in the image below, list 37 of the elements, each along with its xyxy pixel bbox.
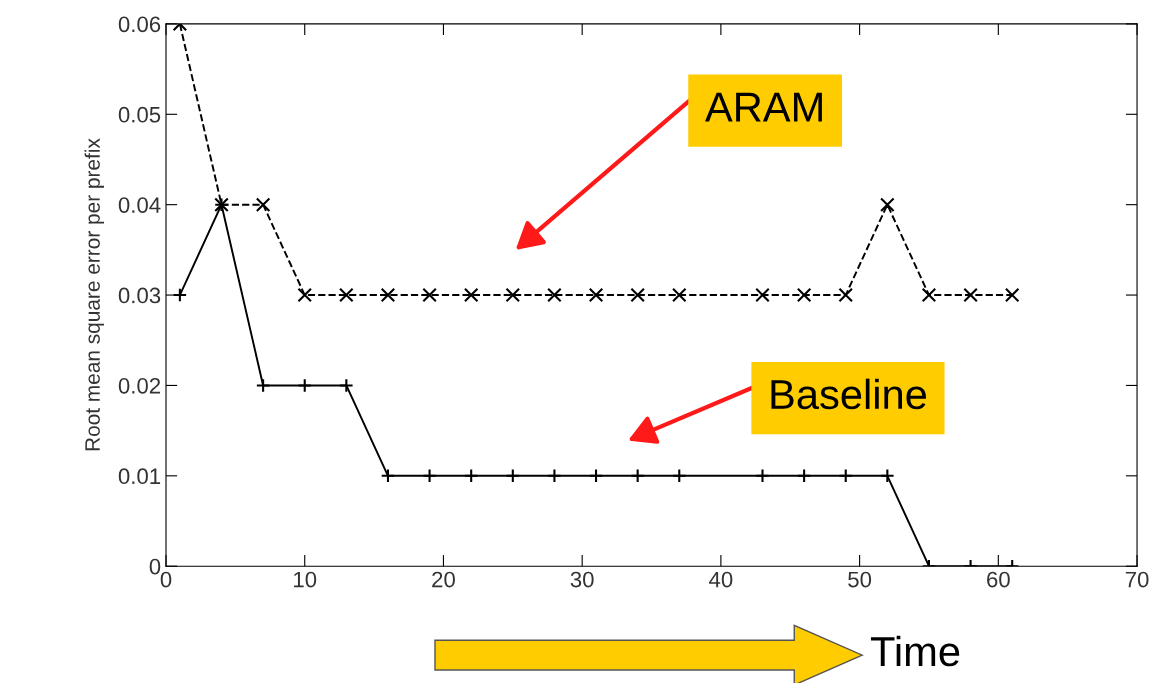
text: Time	[870, 635, 960, 667]
x-tick-label: 20	[432, 571, 455, 588]
point	[547, 287, 562, 303]
point	[463, 287, 479, 303]
y-tick-label: 0.03	[118, 287, 161, 304]
point	[1004, 287, 1020, 303]
point	[255, 197, 271, 212]
x-tick-label: 40	[709, 571, 733, 588]
y-tick-label: 0.01	[118, 468, 161, 485]
point	[880, 197, 895, 212]
point	[339, 287, 354, 303]
y-tick-label: 0.02	[118, 377, 161, 394]
point	[380, 287, 396, 303]
y-tick-label: 0.06	[118, 16, 161, 33]
point	[921, 287, 937, 303]
x-tick-label: 60	[987, 571, 1010, 588]
point	[755, 287, 770, 303]
x-tick-label: 10	[294, 571, 317, 588]
y-tick-label: 0	[149, 558, 161, 575]
point	[963, 287, 978, 303]
point	[630, 287, 645, 303]
x-tick-label: 30	[570, 571, 594, 588]
text: ARAM	[705, 92, 822, 122]
point	[505, 287, 521, 303]
point	[796, 287, 812, 303]
point	[588, 287, 604, 303]
point	[671, 287, 687, 303]
y-axis-title: Root mean square error per prefix	[84, 138, 105, 451]
point	[297, 287, 313, 303]
x-tick-label: 70	[1125, 571, 1149, 588]
point	[422, 287, 437, 303]
y-tick-label: 0.05	[118, 106, 161, 123]
x-tick-label: 0	[160, 571, 172, 588]
series-label: Baseline	[771, 378, 927, 410]
point	[838, 287, 854, 303]
x-tick-label: 50	[848, 571, 872, 588]
y-tick-label: 0.04	[118, 197, 161, 213]
